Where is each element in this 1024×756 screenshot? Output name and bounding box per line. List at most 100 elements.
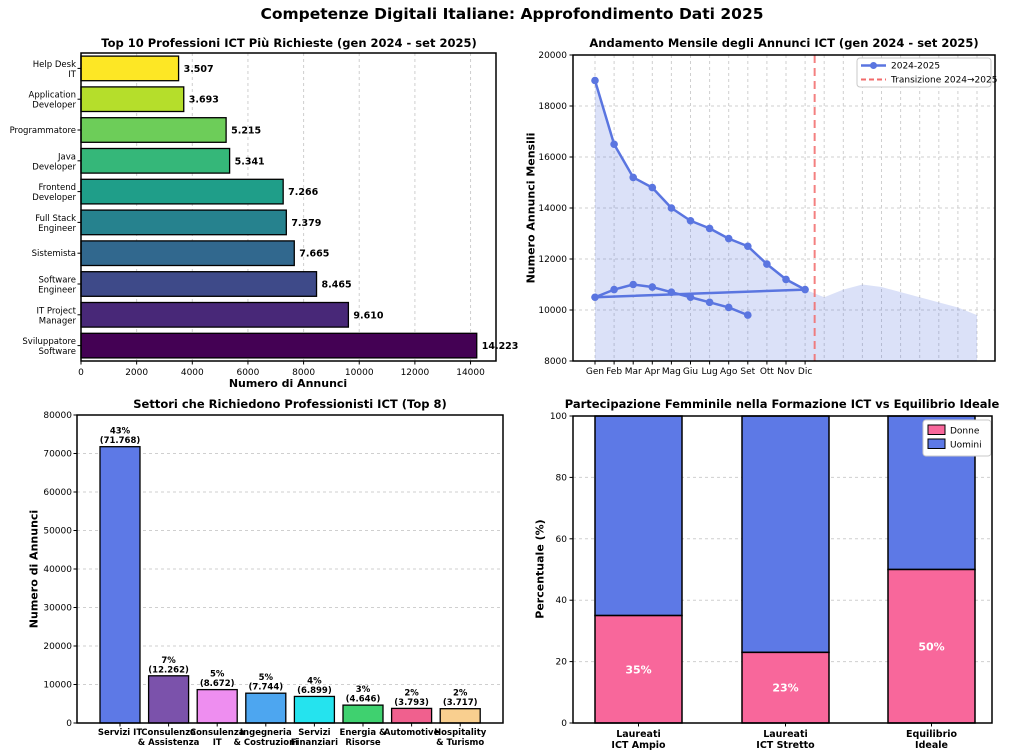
svg-text:43%: 43%: [110, 427, 131, 437]
svg-text:2024-2025: 2024-2025: [891, 62, 940, 72]
svg-text:Lug: Lug: [701, 367, 717, 377]
svg-text:IT: IT: [213, 738, 222, 748]
svg-text:4%: 4%: [307, 676, 322, 686]
svg-text:9.610: 9.610: [353, 310, 383, 321]
svg-text:100: 100: [550, 412, 567, 422]
svg-text:Consulenza: Consulenza: [141, 728, 196, 738]
svg-text:20: 20: [556, 658, 568, 668]
legend-gender-balance: Donne Uomini: [922, 419, 992, 457]
svg-text:Ideale: Ideale: [915, 740, 948, 751]
svg-text:60: 60: [556, 535, 568, 545]
chart-title-monthly-trend: Andamento Mensile degli Annunci ICT (gen…: [589, 36, 979, 50]
svg-text:2000: 2000: [125, 368, 148, 378]
svg-text:Developer: Developer: [32, 193, 76, 203]
svg-text:2%: 2%: [453, 689, 468, 699]
svg-text:Energia &: Energia &: [340, 728, 388, 738]
svg-text:5.341: 5.341: [235, 156, 265, 167]
svg-text:12000: 12000: [538, 255, 567, 265]
svg-text:8.465: 8.465: [322, 280, 352, 291]
svg-text:Nov: Nov: [777, 367, 795, 377]
svg-text:(12.262): (12.262): [148, 665, 189, 675]
svg-text:10000: 10000: [43, 681, 72, 691]
svg-text:Feb: Feb: [606, 367, 622, 377]
svg-text:Giu: Giu: [683, 367, 698, 377]
svg-text:& Costruzioni: & Costruzioni: [234, 738, 299, 748]
svg-text:Software: Software: [39, 347, 76, 357]
svg-text:5%: 5%: [210, 670, 225, 680]
svg-text:Laureati: Laureati: [616, 729, 661, 740]
svg-text:Developer: Developer: [32, 162, 76, 172]
svg-text:0: 0: [561, 719, 567, 729]
svg-text:40: 40: [556, 596, 568, 606]
svg-text:20000: 20000: [43, 642, 72, 652]
svg-text:Ago: Ago: [720, 367, 738, 377]
svg-text:Ott: Ott: [760, 367, 775, 377]
svg-text:Software: Software: [39, 276, 76, 286]
svg-text:(6.899): (6.899): [297, 686, 332, 696]
svg-text:50%: 50%: [918, 640, 944, 653]
svg-text:Full Stack: Full Stack: [35, 214, 76, 224]
svg-text:Frontend: Frontend: [38, 183, 76, 193]
svg-text:70000: 70000: [43, 450, 72, 460]
svg-text:80000: 80000: [43, 411, 72, 421]
svg-text:7.266: 7.266: [288, 187, 318, 198]
svg-text:2%: 2%: [404, 688, 419, 698]
chart-monthly-trend: 8000 10000 12000 14000 16000 18000 20000 Gen Feb…: [538, 51, 997, 377]
svg-text:14000: 14000: [456, 368, 485, 378]
svg-text:(3.717): (3.717): [443, 698, 478, 708]
chart-top-professions: 0 2000 4000 6000 8000 10000 12000 14000 3.507 Hel…: [10, 52, 518, 378]
svg-text:0: 0: [78, 368, 84, 378]
svg-text:60000: 60000: [43, 488, 72, 498]
svg-text:Sistemista: Sistemista: [32, 249, 76, 259]
svg-text:Mar: Mar: [625, 367, 642, 377]
svg-text:10000: 10000: [538, 306, 567, 316]
svg-text:Consulenza: Consulenza: [190, 728, 245, 738]
svg-text:Engineer: Engineer: [38, 224, 76, 234]
svg-text:(4.646): (4.646): [346, 695, 381, 705]
svg-text:(3.793): (3.793): [394, 698, 429, 708]
svg-text:Laureati: Laureati: [763, 729, 808, 740]
svg-text:IT: IT: [68, 70, 77, 80]
svg-text:ICT Ampio: ICT Ampio: [611, 740, 666, 751]
svg-text:Java: Java: [57, 152, 76, 162]
svg-text:3%: 3%: [356, 685, 371, 695]
svg-text:3.507: 3.507: [184, 64, 214, 75]
svg-text:8000: 8000: [292, 368, 315, 378]
svg-text:8000: 8000: [544, 357, 567, 367]
svg-text:7%: 7%: [161, 656, 176, 666]
chart-title-top-professions: Top 10 Professioni ICT Più Richieste (ge…: [101, 36, 477, 50]
chart-title-gender-balance: Partecipazione Femminile nella Formazion…: [564, 397, 1000, 411]
svg-text:Hospitality: Hospitality: [434, 728, 487, 738]
svg-text:3.693: 3.693: [189, 95, 219, 106]
svg-text:4000: 4000: [181, 368, 204, 378]
svg-text:Servizi IT: Servizi IT: [98, 728, 143, 738]
svg-text:IT Project: IT Project: [37, 306, 77, 316]
svg-text:5.215: 5.215: [231, 126, 261, 137]
svg-text:5%: 5%: [259, 673, 274, 683]
svg-text:Sviluppatore: Sviluppatore: [22, 337, 76, 347]
svg-text:Equilibrio: Equilibrio: [906, 729, 958, 740]
svg-text:7.379: 7.379: [291, 218, 321, 229]
svg-text:50000: 50000: [43, 527, 72, 537]
svg-text:Mag: Mag: [662, 367, 681, 377]
chart-title-sectors: Settori che Richiedono Professionisti IC…: [133, 397, 447, 411]
svg-text:6000: 6000: [236, 368, 259, 378]
svg-text:35%: 35%: [625, 663, 651, 676]
y-axis-label-sectors: Numero di Annunci: [27, 509, 41, 629]
svg-text:Engineer: Engineer: [38, 286, 76, 296]
svg-text:Set: Set: [740, 367, 755, 377]
svg-text:16000: 16000: [538, 153, 567, 163]
svg-text:(71.768): (71.768): [100, 436, 141, 446]
svg-text:23%: 23%: [772, 682, 798, 695]
svg-text:18000: 18000: [538, 102, 567, 112]
svg-text:Developer: Developer: [32, 101, 76, 111]
svg-text:Servizi: Servizi: [298, 728, 330, 738]
legend-monthly-trend: 2024-2025 Transizione 2024→2025: [856, 57, 997, 88]
svg-text:Gen: Gen: [586, 367, 604, 377]
svg-text:30000: 30000: [43, 604, 72, 614]
y-axis-label-monthly-trend: Numero Annunci Mensili: [524, 132, 538, 284]
svg-text:20000: 20000: [538, 51, 567, 61]
svg-text:Transizione 2024→2025: Transizione 2024→2025: [890, 76, 997, 86]
